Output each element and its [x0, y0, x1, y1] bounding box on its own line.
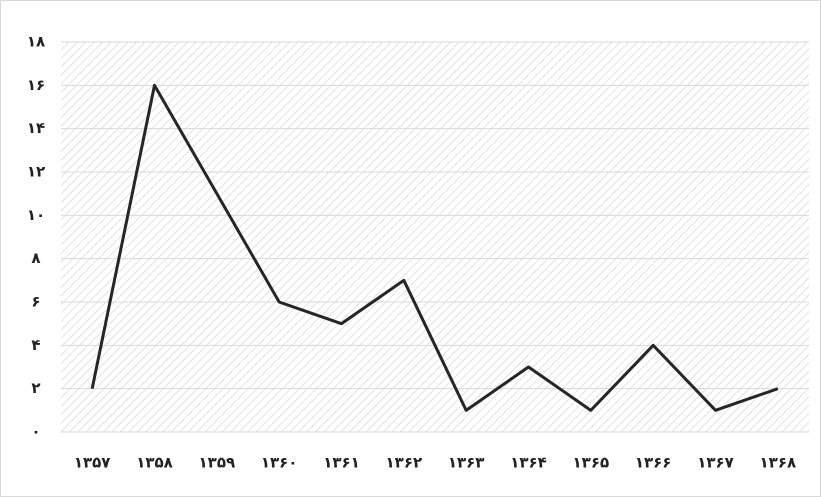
x-tick-label: ۱۳۶۲ — [386, 454, 423, 472]
y-tick-label: ۱۸ — [27, 33, 45, 51]
y-tick-label: ۸ — [31, 249, 40, 267]
x-tick-label: ۱۳۶۰ — [261, 454, 298, 472]
x-tick-label: ۱۳۶۳ — [448, 454, 485, 472]
y-tick-label: ۲ — [31, 379, 40, 397]
y-tick-label: ۱۴ — [27, 119, 45, 137]
x-tick-label: ۱۳۵۷ — [74, 454, 111, 472]
chart: ۰ ۲ ۴ ۶ ۸ ۱۰ ۱۲ ۱۴ ۱۶ ۱۸ ۱۳۵۷ ۱۳۵۸ ۱۳۵۹ ۱۳۶۰ ۱۳۶۱ ۱۳۶۲ ۱… — [0, 0, 821, 497]
x-tick-label: ۱۳۵۹ — [199, 454, 236, 472]
x-tick-label: ۱۳۶۷ — [697, 454, 734, 472]
x-tick-label: ۱۳۵۸ — [136, 454, 173, 472]
x-tick-label: ۱۳۶۶ — [635, 454, 672, 472]
x-tick-label: ۱۳۶۵ — [573, 454, 610, 472]
y-tick-label: ۰ — [31, 423, 40, 441]
x-tick-label: ۱۳۶۱ — [323, 454, 360, 472]
plot-area — [61, 42, 809, 432]
y-tick-label: ۶ — [31, 293, 40, 311]
y-tick-label: ۴ — [31, 336, 40, 354]
y-tick-label: ۱۶ — [27, 76, 45, 94]
y-tick-label: ۱۰ — [27, 206, 45, 224]
y-tick-label: ۱۲ — [27, 163, 45, 181]
x-tick-label: ۱۳۶۴ — [510, 454, 547, 472]
x-tick-label: ۱۳۶۸ — [760, 454, 797, 472]
